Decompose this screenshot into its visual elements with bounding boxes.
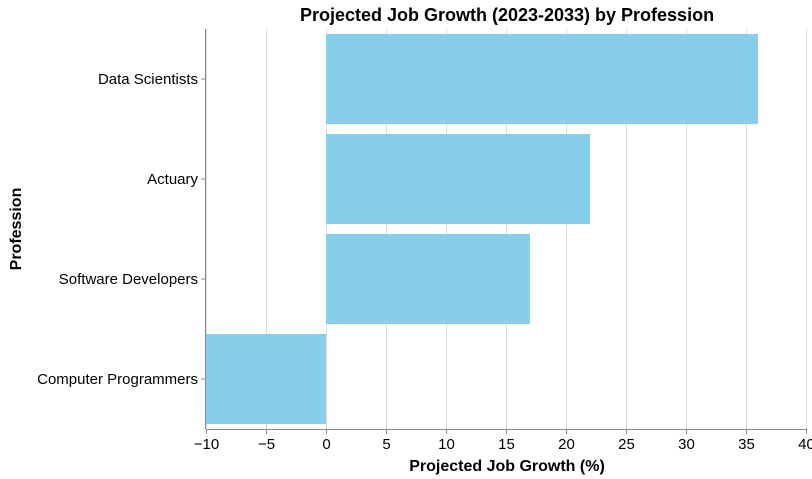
x-tick-label: 25 xyxy=(618,436,635,453)
y-axis-title: Profession xyxy=(8,188,25,271)
axes: −10 −5 0 5 10 15 20 25 30 35 40 Data Scientists Actu… xyxy=(37,29,812,453)
x-tick-label: 20 xyxy=(558,436,575,453)
chart-title: Projected Job Growth (2023-2033) by Prof… xyxy=(300,5,714,25)
x-tick-label: 35 xyxy=(738,436,755,453)
bar-computer-programmers xyxy=(206,334,326,424)
bar-actuary xyxy=(326,134,590,224)
x-tick-label: 10 xyxy=(438,436,455,453)
x-tick-label: −5 xyxy=(258,436,275,453)
x-tick-label: 15 xyxy=(498,436,515,453)
y-category-label: Actuary xyxy=(147,171,198,188)
bars xyxy=(206,34,758,424)
bar-data-scientists xyxy=(326,34,758,124)
x-tick-label: 0 xyxy=(322,436,330,453)
x-tick-label: 5 xyxy=(382,436,390,453)
x-axis-title: Projected Job Growth (%) xyxy=(409,458,605,475)
y-category-label: Data Scientists xyxy=(98,71,198,88)
x-tick-label: 30 xyxy=(678,436,695,453)
x-tick-label: 40 xyxy=(798,436,812,453)
y-category-label: Computer Programmers xyxy=(37,371,198,388)
y-category-label: Software Developers xyxy=(59,271,198,288)
bar-software-developers xyxy=(326,234,530,324)
x-tick-label: −10 xyxy=(194,436,219,453)
